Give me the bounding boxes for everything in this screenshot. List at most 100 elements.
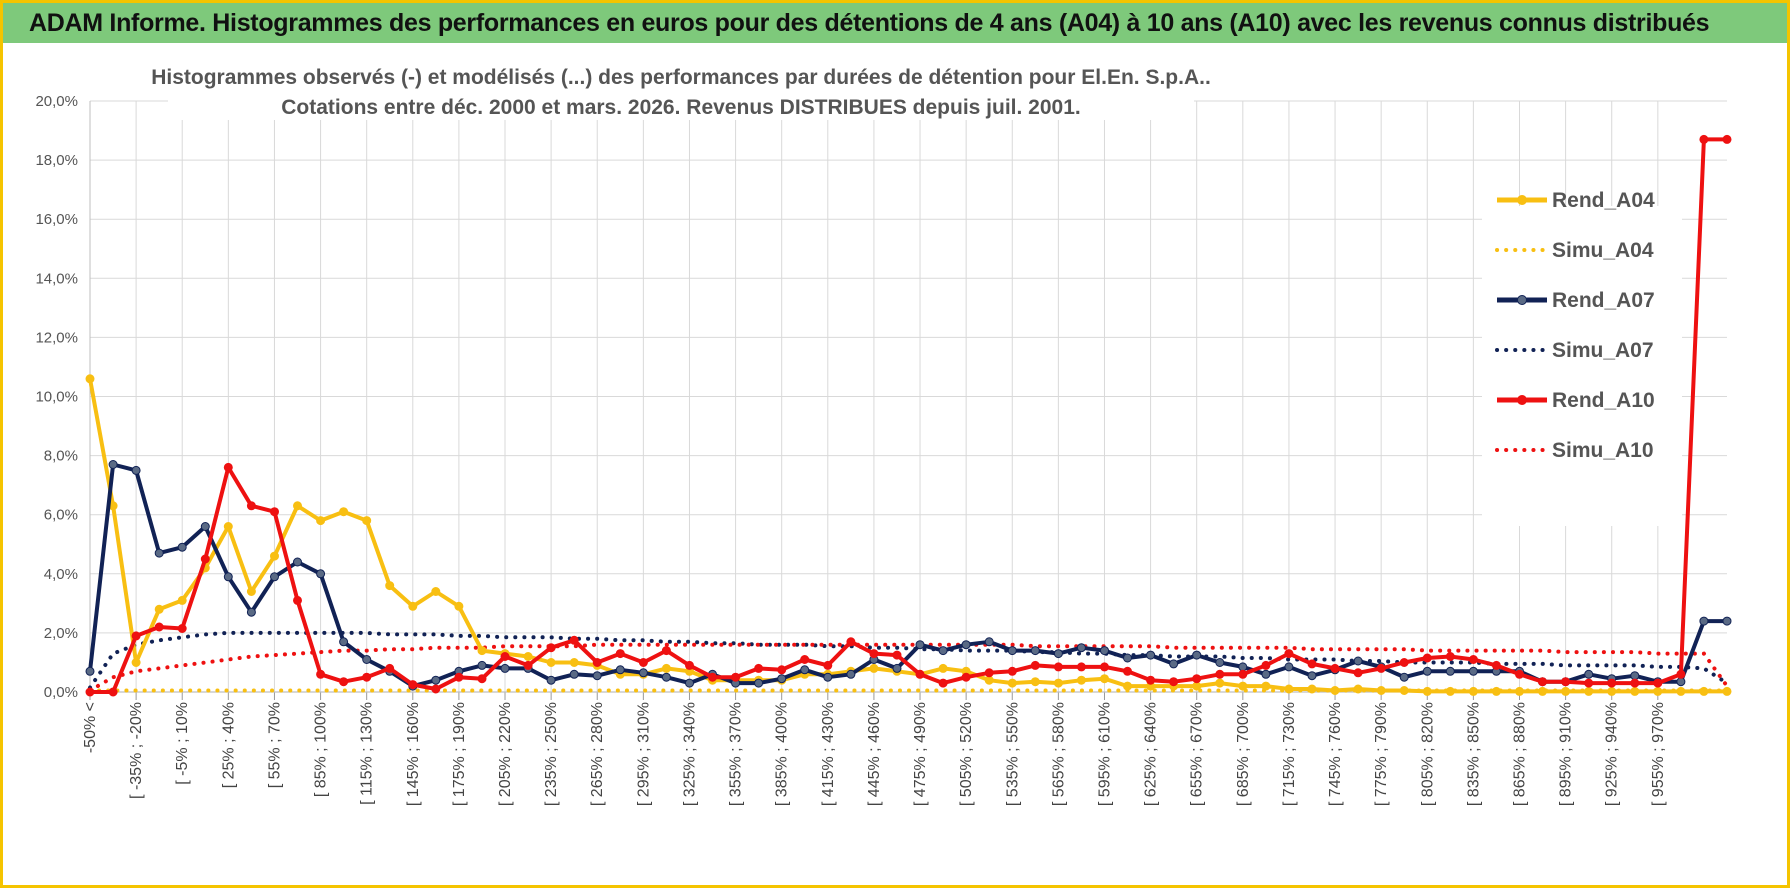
data-point-rend_a07 xyxy=(915,640,925,650)
data-point-rend_a04 xyxy=(1399,686,1409,695)
data-point-rend_a04 xyxy=(477,646,487,656)
x-tick-label: [ 505% ; 520% xyxy=(958,702,975,806)
data-point-rend_a04 xyxy=(270,551,279,561)
data-point-rend_a07 xyxy=(500,663,510,673)
data-point-rend_a04 xyxy=(1676,686,1686,696)
data-point-rend_a07 xyxy=(892,663,902,673)
data-point-rend_a10 xyxy=(1699,134,1709,144)
x-tick-label: [ 415% ; 430% xyxy=(820,702,837,806)
data-point-rend_a04 xyxy=(293,501,302,511)
y-tick-label: 16,0% xyxy=(35,211,78,228)
data-point-rend_a07 xyxy=(154,548,164,558)
data-point-rend_a10 xyxy=(1215,669,1225,679)
data-point-rend_a10 xyxy=(177,624,187,633)
data-point-rend_a10 xyxy=(1261,660,1271,670)
x-tick-label: [ 325% ; 340% xyxy=(681,702,698,806)
chart-subtitle: Cotations entre déc. 2000 et mars. 2026.… xyxy=(281,96,1080,119)
series-line-rend_a07 xyxy=(88,462,1727,689)
data-point-rend_a04 xyxy=(1353,684,1363,694)
data-point-rend_a07 xyxy=(477,660,487,670)
data-point-rend_a04 xyxy=(1238,681,1248,691)
legend-item-rend_a07: Rend_A07 xyxy=(1497,289,1655,312)
data-point-rend_a10 xyxy=(938,678,948,688)
series-line-rend_a04 xyxy=(88,378,1727,694)
data-point-rend_a07 xyxy=(615,665,625,675)
x-tick-label: [ 715% ; 730% xyxy=(1281,702,1298,806)
data-point-rend_a04 xyxy=(1422,686,1432,696)
data-point-rend_a04 xyxy=(1584,686,1594,696)
series-rend-a07 xyxy=(85,460,1732,691)
data-point-rend_a10 xyxy=(1422,653,1432,663)
data-point-rend_a04 xyxy=(1330,686,1340,695)
data-point-rend_a04 xyxy=(1445,686,1455,696)
data-point-rend_a10 xyxy=(569,635,579,645)
data-point-rend_a07 xyxy=(777,674,787,684)
data-point-rend_a10 xyxy=(500,652,510,661)
data-point-rend_a10 xyxy=(223,462,233,472)
legend-background xyxy=(1482,206,1682,526)
series-layer xyxy=(85,134,1732,697)
data-point-rend_a07 xyxy=(592,671,602,681)
data-point-rend_a04 xyxy=(1307,684,1317,694)
data-point-rend_a04 xyxy=(1076,675,1086,685)
legend-marker xyxy=(1517,295,1527,305)
series-line-simu_a10 xyxy=(88,642,1729,693)
data-point-rend_a04 xyxy=(1284,684,1294,694)
data-point-rend_a07 xyxy=(1100,646,1109,656)
legend-marker xyxy=(1517,195,1527,205)
data-point-rend_a04 xyxy=(1261,681,1271,691)
x-tick-label: -50% < xyxy=(82,702,99,753)
data-point-rend_a07 xyxy=(1353,656,1363,666)
y-tick-label: 2,0% xyxy=(44,625,78,642)
data-point-rend_a10 xyxy=(846,637,856,647)
data-point-rend_a07 xyxy=(984,637,994,647)
data-point-rend_a04 xyxy=(1699,686,1709,696)
data-point-rend_a10 xyxy=(1607,678,1617,688)
y-tick-label: 12,0% xyxy=(35,329,78,346)
x-tick-label: [ 655% ; 670% xyxy=(1189,702,1206,806)
data-point-rend_a04 xyxy=(385,581,395,591)
data-point-rend_a10 xyxy=(1491,660,1501,670)
data-point-rend_a10 xyxy=(316,669,326,679)
data-point-rend_a07 xyxy=(1076,643,1086,653)
data-point-rend_a07 xyxy=(293,557,302,567)
data-point-rend_a07 xyxy=(316,569,326,579)
data-point-rend_a10 xyxy=(1330,663,1340,673)
x-tick-label: [ 535% ; 550% xyxy=(1004,702,1021,806)
data-point-rend_a04 xyxy=(1376,686,1386,695)
x-tick-label: [ 145% ; 160% xyxy=(405,702,422,806)
data-point-rend_a07 xyxy=(246,607,256,617)
data-point-rend_a10 xyxy=(1376,663,1386,673)
data-point-rend_a04 xyxy=(984,675,994,685)
banner-title: ADAM Informe. Histogrammes des performan… xyxy=(29,9,1710,37)
data-point-rend_a04 xyxy=(1123,681,1132,691)
data-point-rend_a07 xyxy=(800,665,810,675)
x-tick-label: [ 235% ; 250% xyxy=(543,702,560,806)
y-tick-label: 20,0% xyxy=(35,93,78,110)
x-tick-label: [ 385% ; 400% xyxy=(774,702,791,806)
data-point-rend_a04 xyxy=(177,595,187,605)
data-point-rend_a10 xyxy=(131,631,141,641)
x-tick-labels: -50% < [ -35% ; -20% [ -5% ; 10% [ 25% ; 40… xyxy=(82,702,1667,806)
data-point-rend_a07 xyxy=(85,666,95,676)
data-point-rend_a10 xyxy=(1561,677,1571,687)
x-tick-label: [ 55% ; 70% xyxy=(266,702,283,788)
data-point-rend_a04 xyxy=(246,587,256,596)
data-point-rend_a04 xyxy=(154,604,164,614)
data-point-rend_a04 xyxy=(1561,686,1571,696)
legend-label: Simu_A04 xyxy=(1552,239,1654,262)
y-tick-label: 14,0% xyxy=(35,270,78,287)
data-point-rend_a07 xyxy=(1676,677,1686,687)
data-point-rend_a07 xyxy=(1238,662,1248,672)
data-point-rend_a10 xyxy=(362,672,372,682)
data-point-rend_a10 xyxy=(108,687,118,697)
x-tick-label: [ 865% ; 880% xyxy=(1511,702,1528,806)
data-point-rend_a10 xyxy=(1238,669,1248,679)
data-point-rend_a07 xyxy=(431,675,441,685)
data-point-rend_a10 xyxy=(661,646,671,656)
data-point-rend_a07 xyxy=(1053,649,1063,659)
data-point-rend_a04 xyxy=(569,658,579,667)
x-tick-label: [ 85% ; 100% xyxy=(313,702,330,797)
data-point-rend_a07 xyxy=(223,572,233,582)
